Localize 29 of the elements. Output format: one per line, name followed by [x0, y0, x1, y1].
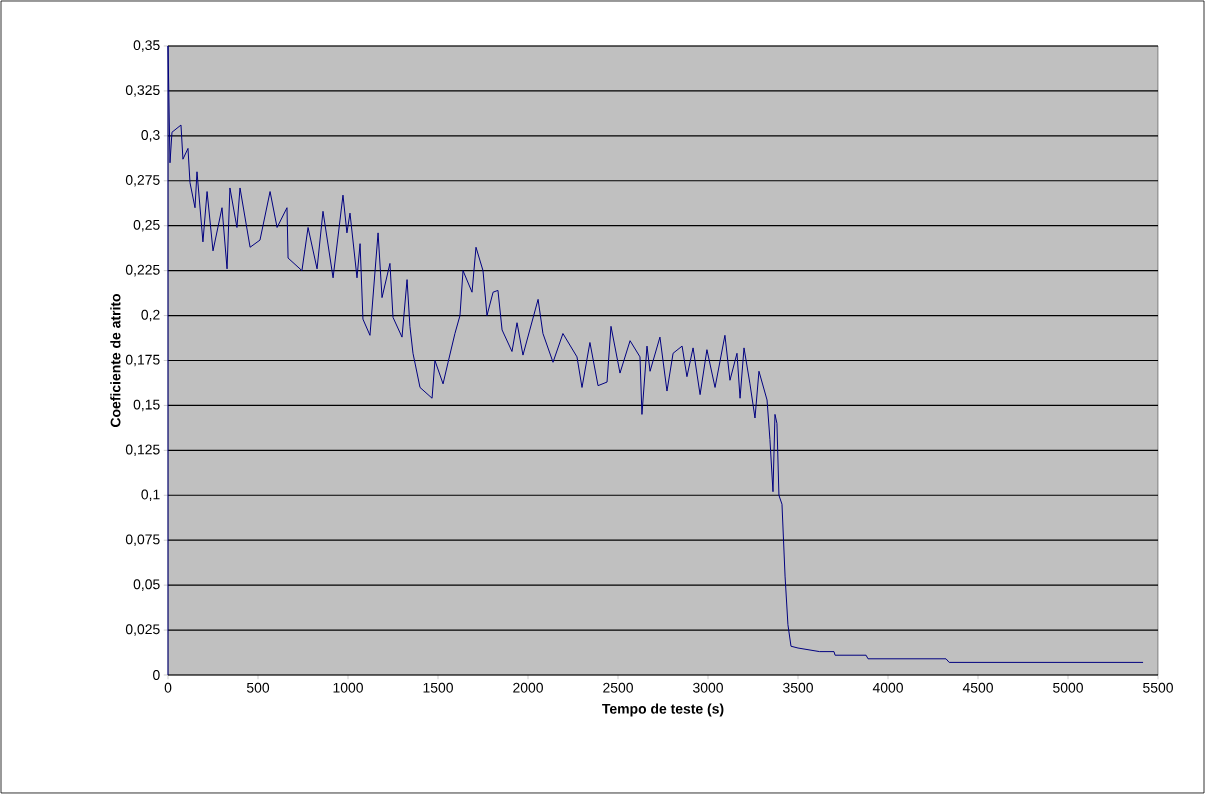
y-tick-label: 0 [153, 670, 160, 680]
y-tick-label: 0,175 [125, 354, 160, 367]
x-tick-label: 1000 [333, 682, 363, 693]
x-tick-label: 5500 [1143, 682, 1173, 693]
y-tick-label: 0,35 [133, 40, 160, 52]
y-tick-label: 0,25 [133, 219, 160, 232]
x-tick-label: 1500 [423, 682, 453, 693]
y-tick-label: 0,275 [125, 175, 160, 187]
x-tick-label: 4000 [872, 682, 903, 693]
x-tick-label: 4500 [962, 682, 993, 693]
y-tick-label: 0,05 [133, 579, 160, 591]
y-axis-title: Coeficiente de atrito [110, 294, 121, 427]
y-tick-label: 0,2 [141, 309, 160, 322]
x-tick-label: 3500 [783, 682, 813, 693]
y-tick-label: 0,225 [125, 264, 160, 277]
y-tick-label: 0,025 [125, 624, 160, 636]
x-tick-label: 2000 [513, 682, 543, 693]
y-tick-label: 0,075 [125, 534, 160, 546]
y-tick-label: 0,325 [125, 85, 160, 97]
x-tick-label: 3000 [693, 682, 723, 693]
y-tick-label: 0,125 [125, 444, 160, 457]
x-tick-label: 5000 [1053, 682, 1083, 693]
x-axis-title: Tempo de teste (s) [602, 703, 724, 717]
x-tick-label: 500 [246, 682, 270, 693]
y-tick-label: 0,15 [133, 399, 160, 412]
y-tick-label: 0,1 [141, 489, 160, 502]
x-tick-label: 0 [164, 682, 172, 693]
x-tick-label: 2500 [603, 682, 633, 693]
y-tick-label: 0,3 [141, 130, 160, 142]
